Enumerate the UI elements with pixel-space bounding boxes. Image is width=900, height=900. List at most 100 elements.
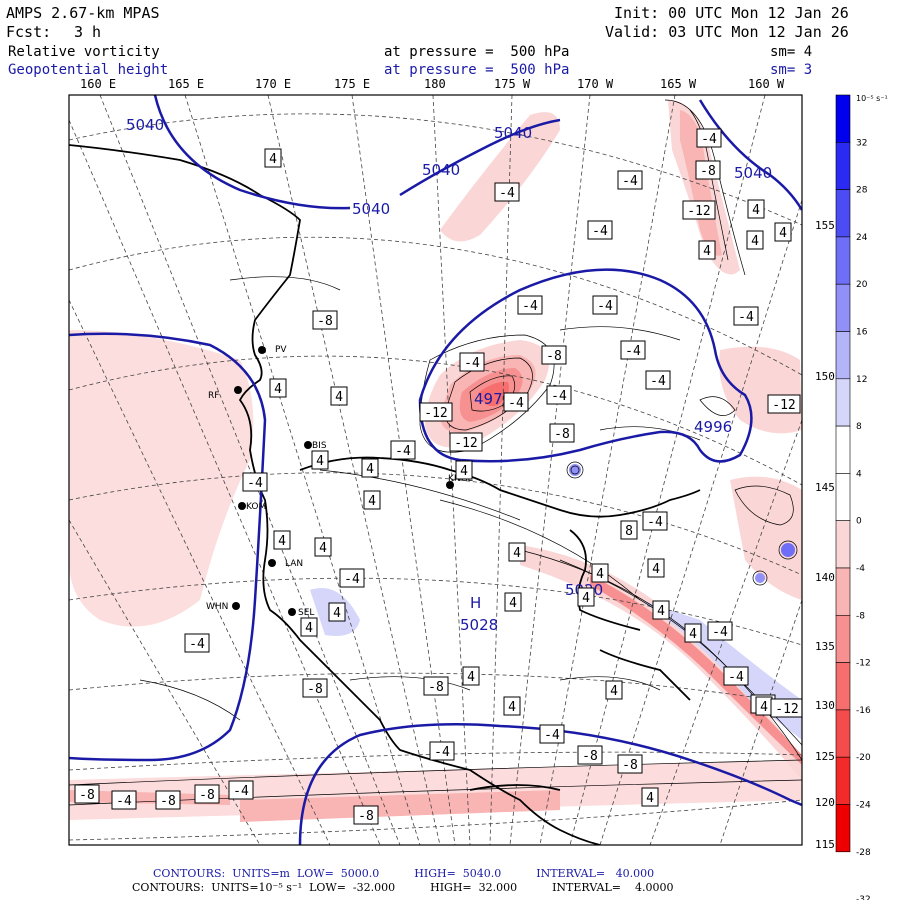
model-title: AMPS 2.67-km MPAS xyxy=(6,4,160,22)
vorticity-label: -8 xyxy=(582,749,598,764)
vorticity-label: 8 xyxy=(625,524,633,539)
colorbar-segment xyxy=(835,520,851,569)
colorbar-tick: 4 xyxy=(856,469,862,479)
valid-time: Valid: 03 UTC Mon 12 Jan 26 xyxy=(605,23,849,41)
vorticity-label: -12 xyxy=(424,406,447,421)
vorticity-label-box xyxy=(577,587,595,607)
vorticity-label-box xyxy=(733,306,759,326)
vorticity-label-box xyxy=(517,295,543,315)
height-label: 5040 xyxy=(352,200,390,218)
high-marker: H xyxy=(470,594,481,612)
height-label: 5040 xyxy=(734,164,772,182)
vorticity-contour-info: CONTOURS: UNITS=10⁻⁵ s⁻¹ LOW= -32.000 HI… xyxy=(132,881,674,894)
vorticity-label-box xyxy=(645,370,671,390)
map-frame xyxy=(68,94,803,846)
vorticity-label: 4 xyxy=(689,627,697,642)
colorbar-segment xyxy=(835,236,851,285)
colorbar-segment xyxy=(835,331,851,380)
vorticity-label: 4 xyxy=(610,684,618,699)
colorbar-segment xyxy=(835,614,851,663)
field2-label: Geopotential height xyxy=(8,62,169,78)
height-label: 4976 xyxy=(474,390,512,408)
vorticity-label: -8 xyxy=(79,788,95,803)
vorticity-label: 4 xyxy=(509,596,517,611)
height-label: 5040 xyxy=(494,124,532,142)
vorticity-label-box xyxy=(423,676,449,696)
smoothing2: sm= 3 xyxy=(770,62,813,78)
vorticity-label-box xyxy=(747,199,765,219)
vorticity-label: 4 xyxy=(596,567,604,582)
field1-label: Relative vorticity xyxy=(8,44,160,60)
vorticity-label: -12 xyxy=(687,204,710,219)
vorticity-label: 4 xyxy=(278,534,286,549)
vorticity-label-box xyxy=(353,805,379,825)
vorticity-label: -4 xyxy=(592,224,608,239)
colorbar-tick: 28 xyxy=(856,186,868,196)
vorticity-label-box xyxy=(587,220,613,240)
colorbar-segment xyxy=(835,662,851,711)
colorbar-tick: -16 xyxy=(856,706,871,716)
vorticity-label-box xyxy=(264,148,282,168)
colorbar-segment xyxy=(835,804,851,853)
vorticity-shading xyxy=(69,100,802,822)
vorticity-label-box xyxy=(194,784,220,804)
station-bis: BIS xyxy=(312,441,327,451)
vorticity-label: -4 xyxy=(597,299,613,314)
vorticity-label: -4 xyxy=(116,794,132,809)
pressure2: at pressure = 500 hPa xyxy=(384,62,570,78)
colorbar-tick: -12 xyxy=(856,659,871,669)
vorticity-label-box xyxy=(302,678,328,698)
colorbar-tick: 12 xyxy=(856,375,867,385)
vorticity-label: -4 xyxy=(712,625,728,640)
forecast-hours: 3 h xyxy=(74,23,102,41)
vorticity-label-box xyxy=(459,352,485,372)
vorticity-label: -8 xyxy=(199,788,215,803)
colorbar: 32 28 24 20 16 12 8 4 0 -4 -8 -12 -16 -20 -24 -28 -32 xyxy=(835,94,871,900)
vorticity-label: -4 xyxy=(551,389,567,404)
colorbar-tick: 20 xyxy=(856,280,868,290)
station-pv: PV xyxy=(275,345,287,355)
lon-label: 160 W xyxy=(748,77,785,91)
vorticity-label: -8 xyxy=(622,758,638,773)
vorticity-label: -4 xyxy=(499,186,515,201)
colorbar-unit: 10⁻⁵ s⁻¹ xyxy=(856,94,888,103)
vorticity-label-box xyxy=(228,780,254,800)
vorticity-label: 4 xyxy=(305,621,313,636)
vorticity-label-box xyxy=(617,170,643,190)
vorticity-label-box xyxy=(723,666,749,686)
vorticity-label: -8 xyxy=(307,682,323,697)
colorbar-tick: -28 xyxy=(856,848,871,858)
vorticity-label-box xyxy=(419,402,453,422)
init-time: Init: 00 UTC Mon 12 Jan 26 xyxy=(614,4,849,22)
colorbar-tick: 0 xyxy=(856,517,862,527)
colorbar-tick: -32 xyxy=(856,895,871,900)
vorticity-label: -12 xyxy=(775,702,798,717)
colorbar-segment xyxy=(835,709,851,758)
vorticity-label: 4 xyxy=(751,234,759,249)
forecast-label: Fcst: xyxy=(6,23,52,41)
vorticity-label: -8 xyxy=(700,164,716,179)
colorbar-segment xyxy=(835,189,851,238)
graticule xyxy=(69,95,802,845)
vorticity-label-box xyxy=(111,790,137,810)
vorticity-label: 4 xyxy=(582,591,590,606)
vorticity-label-box xyxy=(503,696,521,716)
vorticity-label-box xyxy=(311,450,329,470)
vorticity-label: 4 xyxy=(779,226,787,241)
vorticity-label: 4 xyxy=(335,390,343,405)
vorticity-label-box xyxy=(539,724,565,744)
vorticity-label: -4 xyxy=(189,637,205,652)
vorticity-label-box xyxy=(696,128,722,148)
lon-label: 175 W xyxy=(494,77,531,91)
vorticity-label-box xyxy=(641,787,659,807)
vorticity-label-box xyxy=(269,378,287,398)
vorticity-labels: 4-4-4-4-8-12 444-44-8-4 -4-4 -8-12-12-4-4-4… xyxy=(74,128,802,825)
vorticity-label-box xyxy=(363,490,381,510)
station-lan: LAN xyxy=(285,559,303,569)
vorticity-label-box xyxy=(462,666,480,686)
vorticity-label-box xyxy=(155,790,181,810)
vorticity-label: 4 xyxy=(657,604,665,619)
vorticity-label: -4 xyxy=(434,745,450,760)
vorticity-label: -8 xyxy=(317,314,333,329)
